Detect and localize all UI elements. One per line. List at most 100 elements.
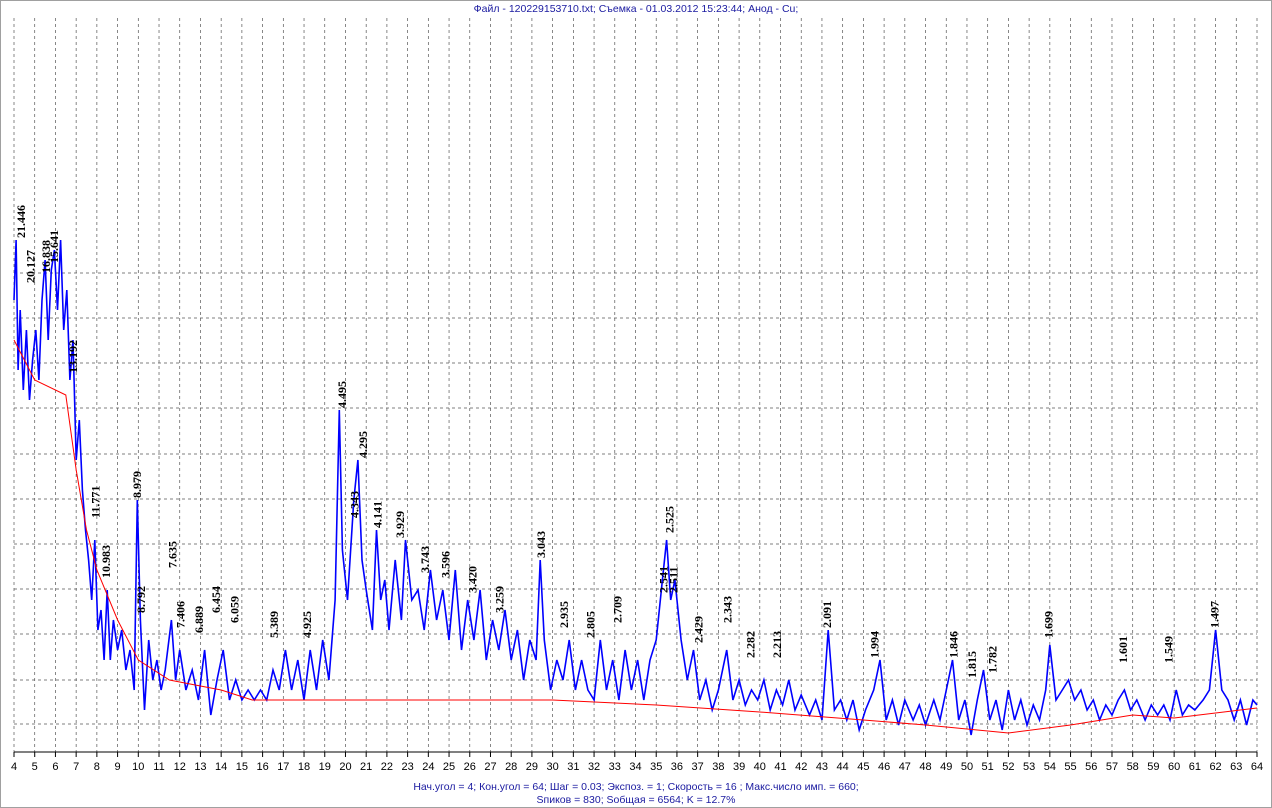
x-tick-label: 49 xyxy=(940,761,952,773)
x-tick-label: 6 xyxy=(52,761,58,773)
x-tick-label: 48 xyxy=(919,761,931,773)
x-tick-label: 24 xyxy=(422,761,434,773)
x-tick-label: 41 xyxy=(774,761,786,773)
peak-label: 8.792 xyxy=(134,586,148,613)
x-tick-label: 33 xyxy=(609,761,621,773)
peak-label: 7.406 xyxy=(174,601,188,628)
x-tick-label: 13 xyxy=(194,761,206,773)
x-tick-label: 37 xyxy=(692,761,704,773)
peak-label: 3.420 xyxy=(466,566,480,593)
x-tick-label: 63 xyxy=(1230,761,1242,773)
peak-label: 2.091 xyxy=(820,601,834,628)
peak-label: 7.635 xyxy=(165,541,179,568)
peak-label: 4.141 xyxy=(370,501,384,528)
peak-label: 2.343 xyxy=(720,596,734,623)
peak-label: 2.805 xyxy=(584,611,598,638)
x-tick-label: 46 xyxy=(878,761,890,773)
x-tick-label: 9 xyxy=(115,761,121,773)
peak-label: 2.511 xyxy=(667,567,681,593)
peak-label: 4.495 xyxy=(335,381,349,408)
x-tick-label: 32 xyxy=(588,761,600,773)
peak-label: 2.541 xyxy=(656,566,670,593)
x-tick-label: 38 xyxy=(712,761,724,773)
x-tick-label: 58 xyxy=(1127,761,1139,773)
peak-label: 1.782 xyxy=(986,646,1000,673)
peak-label: 2.282 xyxy=(743,631,757,658)
x-tick-label: 5 xyxy=(32,761,38,773)
x-tick-label: 26 xyxy=(464,761,476,773)
x-tick-label: 34 xyxy=(629,761,641,773)
peak-label: 20.127 xyxy=(23,250,37,283)
x-tick-label: 22 xyxy=(381,761,393,773)
peak-label: 2.429 xyxy=(691,616,705,643)
x-tick-label: 14 xyxy=(215,761,227,773)
peak-label: 2.709 xyxy=(611,596,625,623)
x-tick-label: 64 xyxy=(1251,761,1263,773)
peak-label: 16.838 xyxy=(39,240,53,273)
series-line xyxy=(13,239,1258,736)
peak-label: 1.699 xyxy=(1042,611,1056,638)
chart-title: Файл - 120229153710.txt; Съемка - 01.03.… xyxy=(474,3,799,15)
peak-label: 3.596 xyxy=(439,551,453,578)
x-tick-label: 10 xyxy=(132,761,144,773)
x-tick-label: 17 xyxy=(277,761,289,773)
x-tick-label: 52 xyxy=(1002,761,1014,773)
x-tick-label: 60 xyxy=(1168,761,1180,773)
x-tick-label: 18 xyxy=(298,761,310,773)
x-tick-label: 15 xyxy=(236,761,248,773)
x-tick-label: 31 xyxy=(567,761,579,773)
x-tick-label: 23 xyxy=(401,761,413,773)
peak-label: 2.525 xyxy=(662,506,676,533)
x-tick-label: 56 xyxy=(1085,761,1097,773)
peak-label: 4.343 xyxy=(348,491,362,518)
peak-label: 1.549 xyxy=(1162,636,1176,663)
peak-label: 4.295 xyxy=(356,431,370,458)
peak-label: 1.846 xyxy=(946,631,960,658)
x-tick-label: 19 xyxy=(319,761,331,773)
x-tick-label: 39 xyxy=(733,761,745,773)
x-tick-label: 61 xyxy=(1189,761,1201,773)
x-tick-label: 47 xyxy=(899,761,911,773)
peak-label: 6.889 xyxy=(192,606,206,633)
x-tick-label: 53 xyxy=(1023,761,1035,773)
peak-label: 1.601 xyxy=(1116,636,1130,663)
x-tick-label: 50 xyxy=(961,761,973,773)
x-tick-label: 12 xyxy=(174,761,186,773)
x-tick-label: 40 xyxy=(754,761,766,773)
peak-label: 2.213 xyxy=(770,631,784,658)
x-tick-label: 21 xyxy=(360,761,372,773)
x-tick-label: 27 xyxy=(484,761,496,773)
x-tick-label: 25 xyxy=(443,761,455,773)
footer-line: Нач.угол = 4; Кон.угол = 64; Шаг = 0.03;… xyxy=(413,781,858,793)
peak-label: 15.641 xyxy=(47,230,61,263)
x-tick-label: 42 xyxy=(795,761,807,773)
peak-label: 6.059 xyxy=(227,596,241,623)
peak-label: 1.815 xyxy=(965,651,979,678)
x-tick-label: 8 xyxy=(94,761,100,773)
x-tick-label: 59 xyxy=(1147,761,1159,773)
x-tick-label: 28 xyxy=(505,761,517,773)
x-tick-label: 62 xyxy=(1209,761,1221,773)
peak-label: 6.454 xyxy=(209,586,223,613)
peak-label: 1.497 xyxy=(1207,601,1221,628)
peak-label: 3.929 xyxy=(393,511,407,538)
x-tick-label: 57 xyxy=(1106,761,1118,773)
x-tick-label: 43 xyxy=(816,761,828,773)
x-tick-label: 4 xyxy=(11,761,17,773)
peak-label: 3.743 xyxy=(418,546,432,573)
peak-label: 3.043 xyxy=(534,531,548,558)
x-tick-label: 30 xyxy=(547,761,559,773)
x-tick-label: 45 xyxy=(857,761,869,773)
peak-label: 21.446 xyxy=(14,205,28,238)
peak-label: 3.259 xyxy=(493,586,507,613)
x-tick-label: 54 xyxy=(1044,761,1056,773)
x-tick-label: 7 xyxy=(73,761,79,773)
peak-label: 5.389 xyxy=(267,611,281,638)
peak-label: 2.935 xyxy=(557,601,571,628)
x-tick-label: 20 xyxy=(339,761,351,773)
peak-label: 13.192 xyxy=(66,340,80,373)
peak-label: 10.983 xyxy=(99,545,113,578)
series-line xyxy=(13,339,1258,734)
